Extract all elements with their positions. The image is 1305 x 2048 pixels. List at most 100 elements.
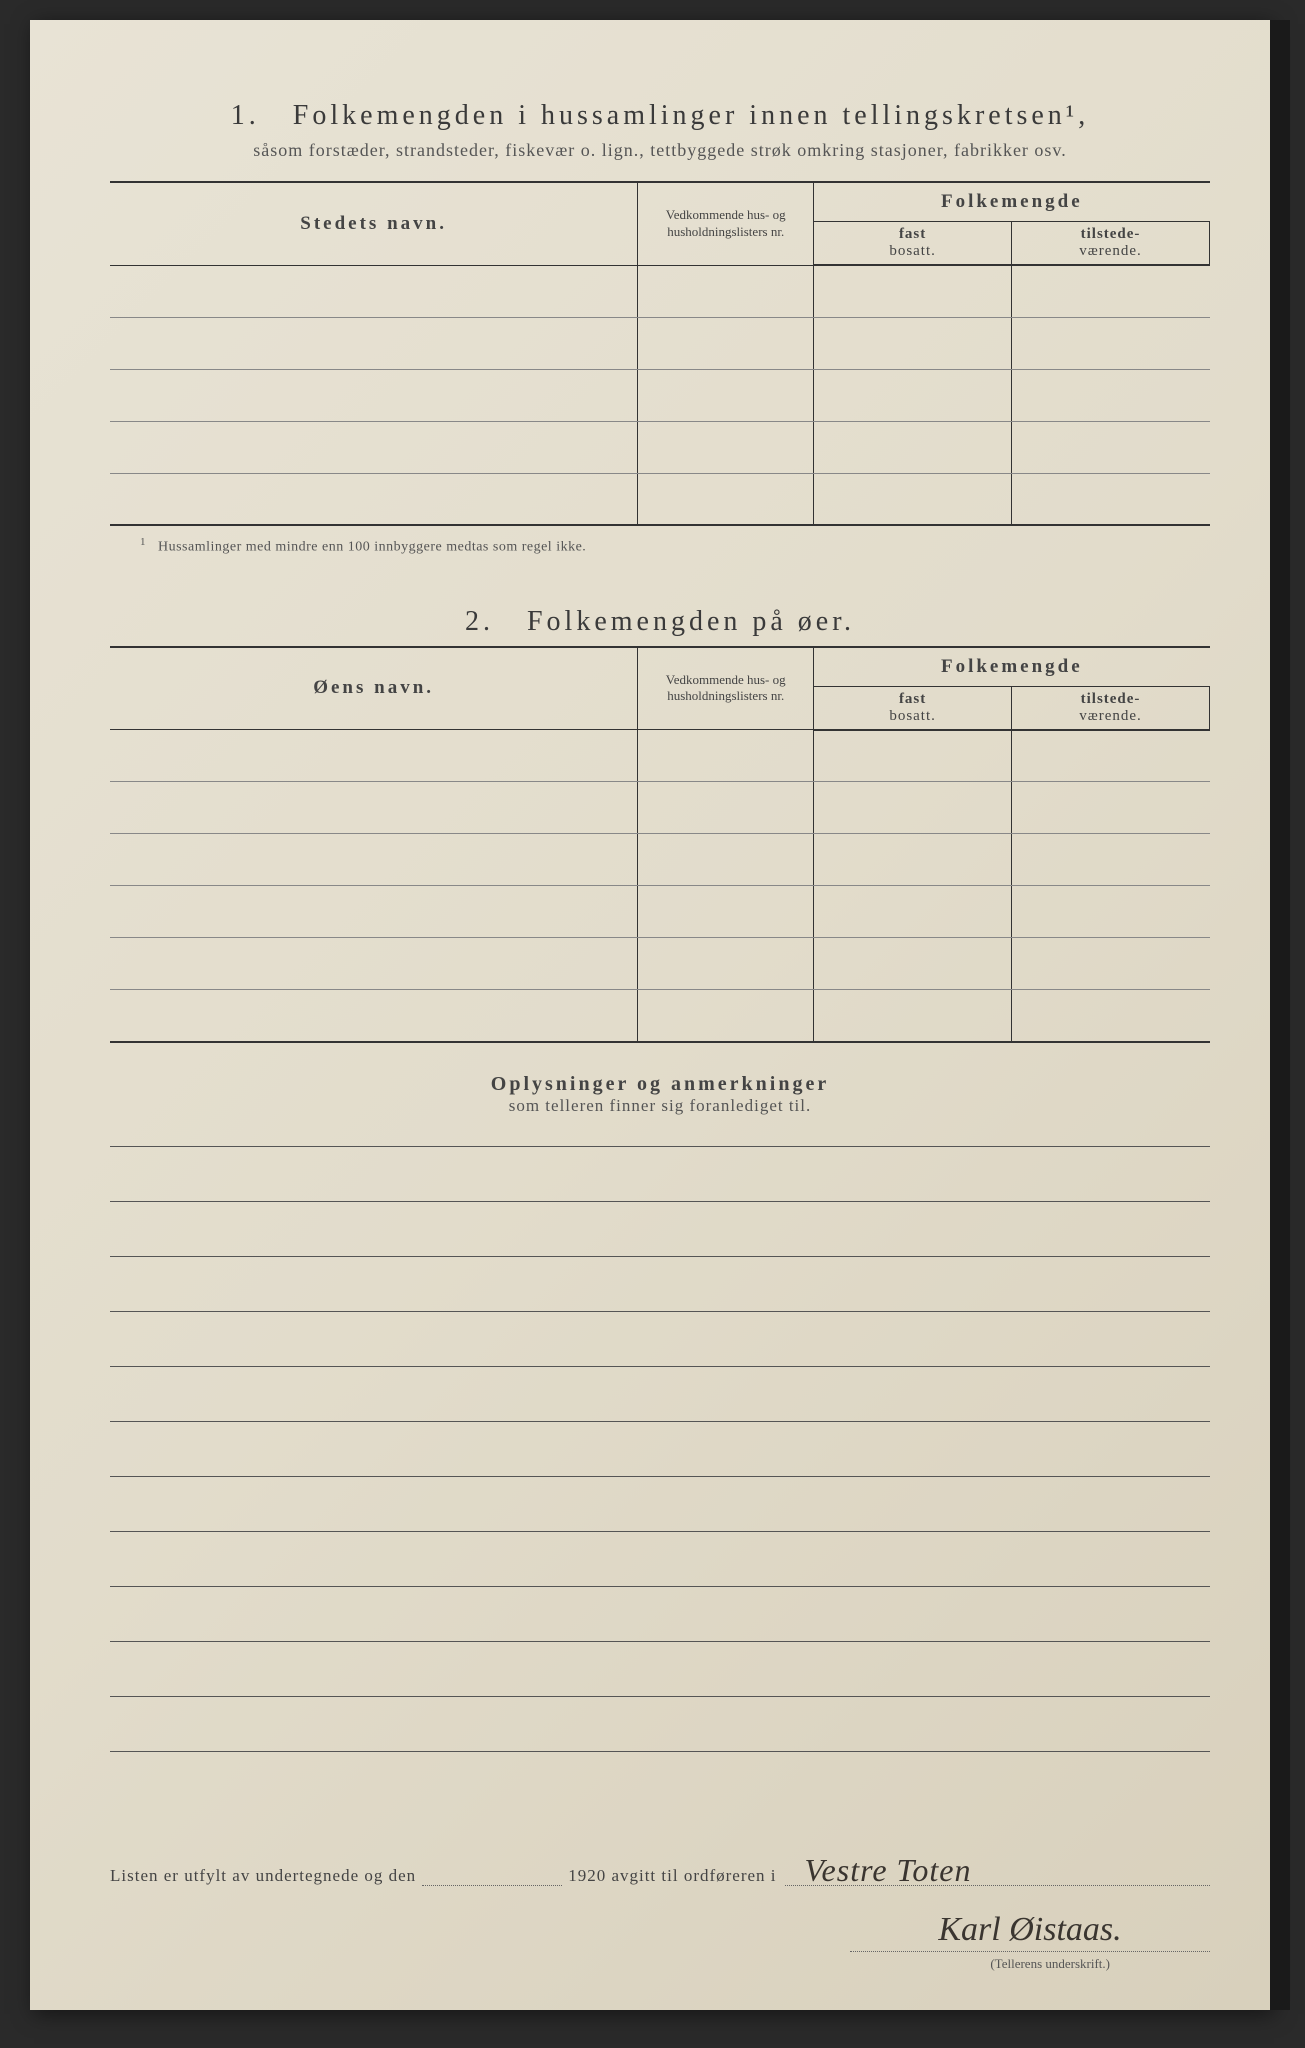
table-cell xyxy=(1012,886,1210,938)
section2-title: 2. Folkemengden på øer. xyxy=(110,606,1210,638)
remarks-title: Oplysninger og anmerkninger xyxy=(110,1073,1210,1096)
table-cell xyxy=(814,369,1012,421)
remarks-line xyxy=(110,1532,1210,1587)
table-cell xyxy=(110,782,638,834)
section1-subtitle: såsom forstæder, strandsteder, fiskevær … xyxy=(110,140,1210,161)
table-cell xyxy=(1012,265,1210,317)
remarks-line xyxy=(110,1422,1210,1477)
table-cell xyxy=(110,421,638,473)
table-cell xyxy=(1012,834,1210,886)
footnote-marker: 1 xyxy=(140,536,146,548)
table-cell xyxy=(814,834,1012,886)
table-row xyxy=(110,421,1210,473)
table-cell xyxy=(638,834,814,886)
table-cell xyxy=(110,730,638,782)
col-header-nr: Vedkommende hus- og husholdningslisters … xyxy=(638,182,814,265)
table-cell xyxy=(814,730,1012,782)
table-cell xyxy=(1012,990,1210,1042)
table-cell xyxy=(110,369,638,421)
section1-footnote: 1 Hussamlinger med mindre enn 100 innbyg… xyxy=(140,536,1210,556)
table-cell xyxy=(814,421,1012,473)
table-cell xyxy=(638,369,814,421)
section1-number: 1. xyxy=(231,100,260,131)
col-header-name: Stedets navn. xyxy=(110,182,638,265)
remarks-subtitle: som telleren finner sig foranlediget til… xyxy=(110,1096,1210,1116)
table-row xyxy=(110,317,1210,369)
table-cell xyxy=(638,730,814,782)
signature-caption: (Tellerens underskrift.) xyxy=(110,1956,1210,1972)
table-cell xyxy=(110,317,638,369)
table-row xyxy=(110,834,1210,886)
section1-title: 1. Folkemengden i hussamlinger innen tel… xyxy=(110,100,1210,132)
table-cell xyxy=(110,990,638,1042)
table-cell xyxy=(814,265,1012,317)
table-cell xyxy=(638,782,814,834)
remarks-lines xyxy=(110,1146,1210,1752)
section2-title-text: Folkemengden på øer. xyxy=(527,606,855,637)
table-cell xyxy=(110,886,638,938)
table-cell xyxy=(638,265,814,317)
remarks-line xyxy=(110,1257,1210,1312)
sig-location: Vestre Toten xyxy=(785,1852,1210,1886)
table-row xyxy=(110,473,1210,525)
table-cell xyxy=(1012,473,1210,525)
col2-header-folkemengde: Folkemengde xyxy=(814,647,1210,687)
signature-row: Listen er utfylt av undertegnede og den … xyxy=(110,1852,1210,1886)
tilstede-sub: værende. xyxy=(1079,243,1142,259)
tilstede2-sub: værende. xyxy=(1079,708,1142,724)
fast-label: fast xyxy=(899,226,926,242)
remarks-line xyxy=(110,1587,1210,1642)
remarks-line xyxy=(110,1147,1210,1202)
fast2-label: fast xyxy=(899,691,926,707)
table-row xyxy=(110,369,1210,421)
table-cell xyxy=(1012,421,1210,473)
tilstede-label: tilstede- xyxy=(1081,226,1141,242)
col2-header-tilstede: tilstede- værende. xyxy=(1012,686,1210,730)
table-cell xyxy=(814,938,1012,990)
table-cell xyxy=(1012,730,1210,782)
table-cell xyxy=(110,265,638,317)
tilstede2-label: tilstede- xyxy=(1081,691,1141,707)
section2-number: 2. xyxy=(465,606,494,637)
table-cell xyxy=(814,782,1012,834)
section2-table: Øens navn. Vedkommende hus- og husholdni… xyxy=(110,646,1210,1043)
table-cell xyxy=(638,886,814,938)
table-cell xyxy=(638,473,814,525)
table-cell xyxy=(814,886,1012,938)
table-cell xyxy=(110,473,638,525)
col2-header-nr: Vedkommende hus- og husholdningslisters … xyxy=(638,647,814,730)
table-cell xyxy=(1012,317,1210,369)
signature-name-row: Karl Øistaas. xyxy=(110,1911,1210,1952)
table-cell xyxy=(638,421,814,473)
table-row xyxy=(110,938,1210,990)
col2-header-name: Øens navn. xyxy=(110,647,638,730)
footnote-text: Hussamlinger med mindre enn 100 innbygge… xyxy=(158,540,586,555)
fast2-sub: bosatt. xyxy=(889,708,936,724)
table-cell xyxy=(110,834,638,886)
table-cell xyxy=(814,317,1012,369)
fast-sub: bosatt. xyxy=(889,243,936,259)
table-cell xyxy=(1012,938,1210,990)
col-header-folkemengde: Folkemengde xyxy=(814,182,1210,222)
sig-date-blank xyxy=(422,1864,562,1886)
table-row xyxy=(110,782,1210,834)
sig-middle: avgitt til ordføreren i xyxy=(611,1866,776,1886)
remarks-line xyxy=(110,1697,1210,1752)
table-cell xyxy=(110,938,638,990)
table-cell xyxy=(638,990,814,1042)
remarks-line xyxy=(110,1367,1210,1422)
signature-name: Karl Øistaas. xyxy=(850,1911,1210,1952)
section1-table: Stedets navn. Vedkommende hus- og hushol… xyxy=(110,181,1210,526)
table-cell xyxy=(1012,782,1210,834)
document-page: 1. Folkemengden i hussamlinger innen tel… xyxy=(30,20,1270,2010)
remarks-line xyxy=(110,1477,1210,1532)
table-cell xyxy=(814,990,1012,1042)
remarks-line xyxy=(110,1642,1210,1697)
sig-year: 1920 xyxy=(568,1866,606,1886)
table-cell xyxy=(638,938,814,990)
table-row xyxy=(110,265,1210,317)
table-row xyxy=(110,730,1210,782)
col2-header-fast: fast bosatt. xyxy=(814,686,1012,730)
table-cell xyxy=(814,473,1012,525)
remarks-line xyxy=(110,1312,1210,1367)
